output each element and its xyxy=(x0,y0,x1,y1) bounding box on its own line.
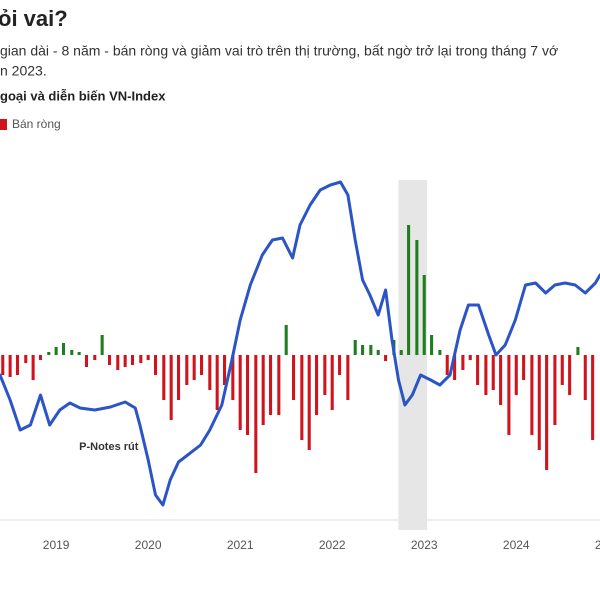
bar xyxy=(1,355,5,375)
bar xyxy=(407,225,411,355)
bar xyxy=(560,355,564,385)
bar xyxy=(453,355,457,380)
bar xyxy=(116,355,120,370)
bar xyxy=(376,350,380,355)
bar xyxy=(84,355,89,367)
bar xyxy=(77,352,81,355)
bar xyxy=(491,355,495,390)
bar xyxy=(100,335,104,355)
bar xyxy=(522,355,526,380)
bar xyxy=(215,355,219,410)
line xyxy=(0,180,600,507)
bar xyxy=(484,355,488,395)
bar xyxy=(139,355,143,363)
bar xyxy=(54,347,58,355)
bar xyxy=(223,355,227,385)
chart-title: ỏi vai? xyxy=(0,6,68,31)
bar xyxy=(307,355,311,450)
bar xyxy=(269,355,273,415)
bar xyxy=(514,355,518,395)
x-tick-label: 2023 xyxy=(411,538,438,552)
bar xyxy=(438,350,442,355)
bar xyxy=(537,355,541,450)
bar xyxy=(399,350,403,355)
x-tick-label: 2021 xyxy=(227,538,254,552)
bar xyxy=(553,355,557,425)
bar xyxy=(445,355,449,375)
bar xyxy=(292,355,296,400)
bar xyxy=(300,355,304,440)
bar xyxy=(8,355,12,377)
x-tick-label: 2019 xyxy=(43,538,70,552)
x-tick-label: 2024 xyxy=(503,538,530,552)
bar xyxy=(545,355,549,470)
chart-heading: goại và diễn biến VN-Index xyxy=(0,88,166,103)
bar xyxy=(93,355,97,360)
bar xyxy=(208,355,212,390)
bar xyxy=(530,355,534,435)
bar xyxy=(24,355,28,363)
bar xyxy=(123,355,127,367)
bar xyxy=(15,355,20,375)
bar xyxy=(576,347,580,355)
bar xyxy=(200,355,204,375)
x-tick-label: 2025 xyxy=(595,538,600,552)
bar xyxy=(107,355,112,365)
x-tick-label: 2022 xyxy=(319,538,346,552)
legend-swatch xyxy=(0,119,7,130)
bar xyxy=(146,355,150,360)
bar xyxy=(176,355,181,400)
bar xyxy=(31,355,35,380)
bar xyxy=(591,355,595,440)
bar xyxy=(384,355,388,361)
bar xyxy=(330,355,334,410)
bar xyxy=(422,275,426,355)
subtitle: gian dài - 8 năm - bán ròng và giảm vai … xyxy=(0,43,558,59)
bar xyxy=(47,352,51,355)
bar xyxy=(361,345,365,355)
bar xyxy=(499,355,503,405)
bar xyxy=(323,355,327,395)
bar xyxy=(468,355,472,360)
bar xyxy=(568,355,572,395)
bar xyxy=(346,355,350,400)
bar xyxy=(246,355,250,435)
bar xyxy=(277,355,281,415)
bar xyxy=(162,355,166,400)
bar xyxy=(238,355,242,430)
bar xyxy=(169,355,173,420)
annotation: P-Notes rút xyxy=(79,441,139,453)
bar xyxy=(353,340,357,355)
bar xyxy=(261,355,265,425)
bar xyxy=(61,343,66,355)
bar xyxy=(231,355,235,400)
bar xyxy=(192,355,196,380)
bar xyxy=(583,355,587,400)
highlight-band xyxy=(398,180,427,530)
subtitle: n 2023. xyxy=(0,63,47,79)
bar xyxy=(461,355,465,370)
x-tick-label: 2020 xyxy=(135,538,162,552)
bar xyxy=(315,355,319,415)
bar xyxy=(130,355,135,365)
legend-label: Bán ròng xyxy=(12,117,61,131)
bar xyxy=(430,335,434,355)
bar xyxy=(476,355,480,385)
bar xyxy=(38,355,43,360)
bar xyxy=(153,355,158,375)
bar xyxy=(338,355,342,375)
bar xyxy=(185,355,189,385)
bar xyxy=(284,325,288,355)
bar xyxy=(369,345,373,355)
bar xyxy=(70,350,74,355)
bar xyxy=(415,240,419,355)
bar xyxy=(507,355,511,435)
bar xyxy=(254,355,258,473)
